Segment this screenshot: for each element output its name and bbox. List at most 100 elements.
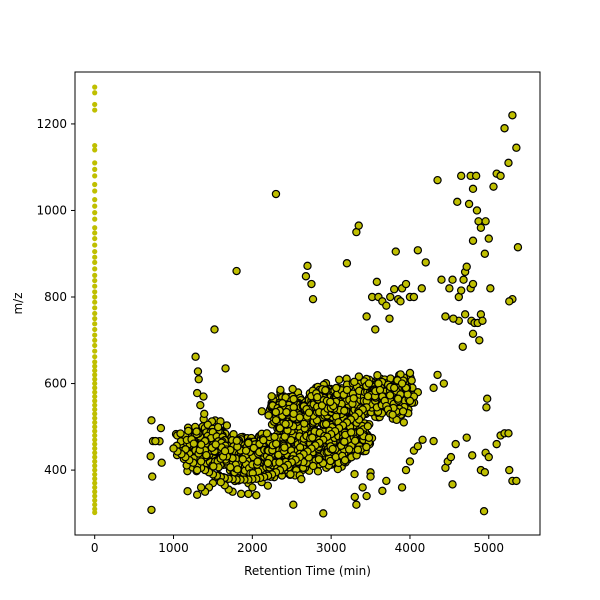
data-point bbox=[429, 436, 438, 446]
cluster-point bbox=[222, 421, 232, 430]
cluster-point bbox=[308, 461, 318, 471]
data-point bbox=[456, 286, 466, 295]
zero-rt-point bbox=[92, 266, 98, 272]
cluster-point bbox=[347, 428, 356, 437]
zero-rt-point bbox=[92, 326, 98, 333]
data-point bbox=[468, 236, 478, 245]
cluster-point bbox=[263, 481, 273, 490]
data-point bbox=[445, 284, 454, 293]
zero-rt-point bbox=[92, 147, 98, 153]
data-point bbox=[308, 294, 318, 304]
data-point bbox=[354, 221, 363, 230]
cluster-point bbox=[398, 407, 408, 416]
data-point bbox=[464, 199, 474, 209]
data-point bbox=[362, 312, 371, 321]
x-tick-label: 1000 bbox=[158, 541, 189, 555]
data-point bbox=[210, 325, 219, 334]
cluster-point bbox=[226, 463, 235, 472]
data-point bbox=[478, 316, 487, 326]
x-axis-label: Retention Time (min) bbox=[244, 564, 371, 578]
zero-rt-point bbox=[92, 445, 98, 452]
cluster-point bbox=[276, 385, 285, 395]
zero-rt-point bbox=[92, 84, 98, 90]
data-point bbox=[244, 489, 253, 499]
cluster-point bbox=[211, 440, 220, 449]
cluster-point bbox=[314, 455, 324, 464]
data-point bbox=[397, 483, 407, 492]
data-point bbox=[462, 433, 471, 442]
cluster-point bbox=[353, 445, 363, 454]
data-point bbox=[429, 383, 438, 393]
data-point bbox=[389, 285, 399, 294]
zero-rt-point bbox=[92, 372, 98, 378]
zero-rt-point bbox=[92, 458, 98, 465]
cluster-point bbox=[282, 407, 291, 417]
data-point bbox=[147, 416, 156, 425]
cluster-point bbox=[271, 407, 281, 417]
zero-rt-point bbox=[92, 415, 98, 421]
data-point bbox=[382, 301, 391, 310]
data-point bbox=[512, 476, 521, 486]
zero-rt-point bbox=[92, 173, 98, 179]
zero-rt-point bbox=[92, 432, 98, 439]
zero-rt-point bbox=[92, 294, 98, 300]
zero-rt-point bbox=[92, 248, 98, 255]
data-point bbox=[252, 490, 261, 500]
zero-rt-point bbox=[92, 480, 98, 486]
zero-rt-point bbox=[92, 90, 98, 96]
data-point bbox=[484, 234, 493, 243]
data-point bbox=[401, 465, 411, 475]
data-point bbox=[192, 465, 202, 475]
data-point bbox=[505, 297, 514, 306]
data-point bbox=[366, 472, 375, 481]
data-point bbox=[482, 394, 492, 403]
data-point bbox=[193, 367, 203, 376]
cluster-point bbox=[280, 443, 289, 452]
zero-rt-point bbox=[92, 272, 98, 278]
zero-rt-point bbox=[92, 166, 98, 172]
data-point bbox=[156, 423, 166, 433]
zero-rt-point bbox=[92, 402, 98, 408]
data-point bbox=[448, 275, 457, 284]
data-point bbox=[401, 279, 411, 289]
data-point bbox=[448, 480, 457, 489]
data-point bbox=[169, 444, 178, 453]
cluster-point bbox=[202, 450, 211, 460]
data-point bbox=[479, 507, 489, 516]
data-point bbox=[358, 483, 367, 492]
y-tick-label: 1200 bbox=[36, 117, 67, 131]
zero-rt-point bbox=[92, 216, 98, 222]
x-tick-label: 2000 bbox=[237, 541, 268, 555]
data-point bbox=[157, 458, 166, 467]
cluster-point bbox=[399, 418, 409, 427]
data-point bbox=[468, 451, 477, 460]
data-point bbox=[489, 182, 498, 191]
zero-rt-point bbox=[92, 181, 98, 188]
cluster-point bbox=[238, 455, 247, 464]
data-point bbox=[504, 429, 513, 438]
y-tick-label: 400 bbox=[44, 463, 67, 477]
data-point bbox=[221, 364, 230, 373]
cluster-point bbox=[270, 432, 279, 442]
zero-rt-point bbox=[92, 393, 98, 400]
data-point bbox=[462, 262, 471, 271]
cluster-point bbox=[263, 458, 273, 468]
axes-frame bbox=[74, 71, 541, 536]
data-point bbox=[446, 452, 456, 462]
data-point bbox=[409, 292, 419, 302]
data-point bbox=[433, 370, 442, 380]
data-point bbox=[362, 491, 371, 501]
zero-rt-point bbox=[92, 283, 98, 289]
cluster-point bbox=[304, 408, 314, 417]
data-point bbox=[319, 509, 328, 518]
data-point bbox=[481, 217, 490, 226]
zero-rt-point bbox=[92, 203, 98, 209]
y-tick-label: 600 bbox=[44, 377, 67, 391]
zero-rt-point bbox=[92, 450, 98, 456]
zero-rt-point bbox=[92, 160, 98, 166]
zero-rt-point bbox=[92, 380, 98, 387]
zero-rt-point bbox=[92, 398, 98, 404]
cluster-point bbox=[278, 399, 287, 408]
data-point bbox=[391, 247, 400, 256]
data-point bbox=[196, 483, 206, 492]
